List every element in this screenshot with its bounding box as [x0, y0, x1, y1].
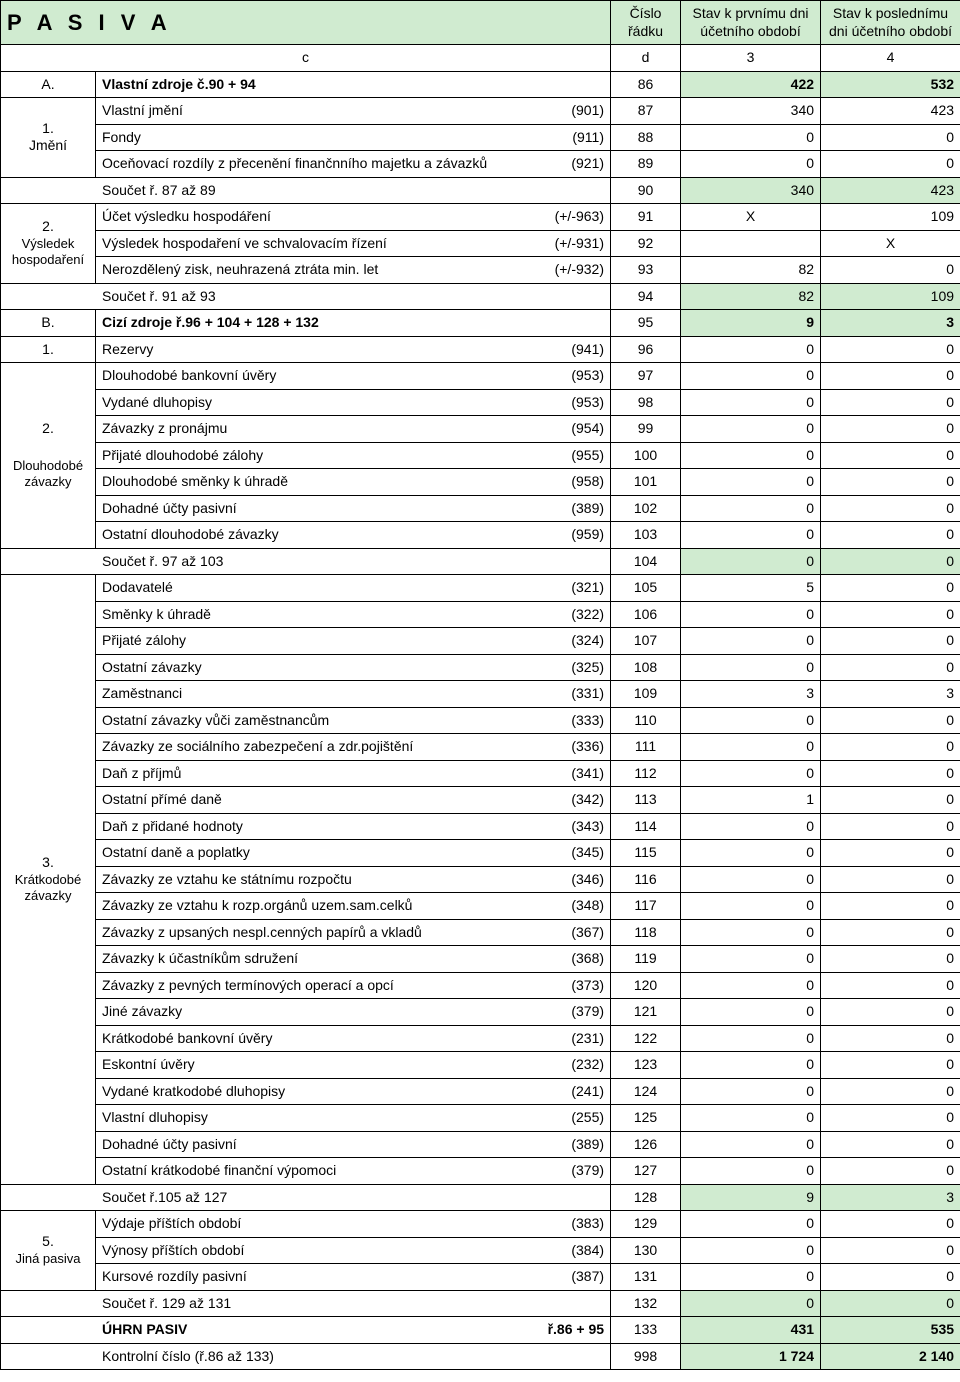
sub-d: d [611, 45, 681, 72]
title: P A S I V A [1, 1, 611, 45]
col-d-header: Číslo řádku [611, 1, 681, 45]
data-row: Závazky k účastníkům sdružení(368)11900 [1, 946, 960, 973]
data-row: Eskontní úvěry(232)12300 [1, 1052, 960, 1079]
data-row: Ostatní krátkodobé finanční výpomoci(379… [1, 1158, 960, 1185]
data-row: Nerozdělený zisk, neuhrazená ztráta min.… [1, 257, 960, 284]
data-row: Směnky k úhradě(322)10600 [1, 601, 960, 628]
data-row: A. Vlastní zdroje č.90 + 94 86 422 532 [1, 71, 960, 98]
data-row: Oceňovací rozdíly z přecenění finančnníh… [1, 151, 960, 178]
desc: Vlastní zdroje č.90 + 94 [96, 71, 611, 98]
group-jmeni: 1. Jmění [1, 98, 96, 178]
data-row: 2. Výsledek hospodaření Účet výsledku ho… [1, 204, 960, 231]
data-row: Vydané dluhopisy(953)9800 [1, 389, 960, 416]
group-jina: 5. Jiná pasiva [1, 1211, 96, 1291]
data-row: Součet ř.105 až 127 128 9 3 [1, 1184, 960, 1211]
data-row: 1. Jmění Vlastní jmění(901) 87 340 423 [1, 98, 960, 125]
col-3-header: Stav k prvnímu dni účetního období [681, 1, 821, 45]
data-row: Fondy(911) 88 0 0 [1, 124, 960, 151]
data-row: ÚHRN PASIVř.86 + 95 133 431 535 [1, 1317, 960, 1344]
data-row: Závazky z upsaných nespl.cenných papírů … [1, 919, 960, 946]
group-B: B. [1, 310, 96, 337]
sub-3: 3 [681, 45, 821, 72]
subheader-row: c d 3 4 [1, 45, 960, 72]
sub-c: c [1, 45, 611, 72]
data-row: Kursové rozdíly pasivní(387)13100 [1, 1264, 960, 1291]
data-row: Kontrolní číslo (ř.86 až 133) 998 1 724 … [1, 1343, 960, 1370]
data-row: Závazky ze vztahu k rozp.orgánů uzem.sam… [1, 893, 960, 920]
data-row: Dohadné účty pasivní(389)10200 [1, 495, 960, 522]
data-row: Daň z přidané hodnoty(343)11400 [1, 813, 960, 840]
data-row: Výnosy příštích období(384)13000 [1, 1237, 960, 1264]
data-row: Přijaté dlouhodobé zálohy(955)10000 [1, 442, 960, 469]
data-row: Zaměstnanci(331)10933 [1, 681, 960, 708]
data-row: Krátkodobé bankovní úvěry(231)12200 [1, 1025, 960, 1052]
data-row: Závazky ze vztahu ke státnímu rozpočtu(3… [1, 866, 960, 893]
data-row: Součet ř. 87 až 89 90 340 423 [1, 177, 960, 204]
data-row: Součet ř. 129 až 131 132 0 0 [1, 1290, 960, 1317]
sub-4: 4 [821, 45, 960, 72]
data-row: Výsledek hospodaření ve schvalovacím říz… [1, 230, 960, 257]
data-row: Závazky z pronájmu(954)9900 [1, 416, 960, 443]
header-row: P A S I V A Číslo řádku Stav k prvnímu d… [1, 1, 960, 45]
group-dlouhodobe: 2. Dlouhodobé závazky [1, 363, 96, 549]
group-kratkodobe: 3. Krátkodobé závazky [1, 575, 96, 1185]
data-row: Ostatní daně a poplatky(345)11500 [1, 840, 960, 867]
data-row: Závazky ze sociálního zabezpečení a zdr.… [1, 734, 960, 761]
data-row: Vlastní dluhopisy(255)12500 [1, 1105, 960, 1132]
data-row: 5. Jiná pasiva Výdaje příštích období(38… [1, 1211, 960, 1238]
data-row: Součet ř. 91 až 93 94 82 109 [1, 283, 960, 310]
data-row: Přijaté zálohy(324)10700 [1, 628, 960, 655]
pasiva-table: P A S I V A Číslo řádku Stav k prvnímu d… [0, 0, 960, 1370]
group-A: A. [1, 71, 96, 98]
data-row: Závazky z pevných termínových operací a … [1, 972, 960, 999]
data-row: Součet ř. 97 až 103 104 0 0 [1, 548, 960, 575]
data-row: 1. Rezervy(941) 96 0 0 [1, 336, 960, 363]
data-row: Dlouhodobé směnky k úhradě(958)10100 [1, 469, 960, 496]
data-row: Dohadné účty pasivní(389)12600 [1, 1131, 960, 1158]
data-row: Daň z příjmů(341)11200 [1, 760, 960, 787]
data-row: Vydané kratkodobé dluhopisy(241)12400 [1, 1078, 960, 1105]
data-row: Ostatní dlouhodobé závazky(959)10300 [1, 522, 960, 549]
data-row: 3. Krátkodobé závazky Dodavatelé(321) 10… [1, 575, 960, 602]
data-row: Ostatní závazky(325)10800 [1, 654, 960, 681]
data-row: 2. Dlouhodobé závazky Dlouhodobé bankovn… [1, 363, 960, 390]
data-row: B. Cizí zdroje ř.96 + 104 + 128 + 132 95… [1, 310, 960, 337]
data-row: Ostatní přímé daně(342)11310 [1, 787, 960, 814]
data-row: Jiné závazky(379)12100 [1, 999, 960, 1026]
group-vysledek: 2. Výsledek hospodaření [1, 204, 96, 284]
data-row: Ostatní závazky vůči zaměstnancům(333)11… [1, 707, 960, 734]
col-4-header: Stav k poslednímu dni účetního období [821, 1, 960, 45]
